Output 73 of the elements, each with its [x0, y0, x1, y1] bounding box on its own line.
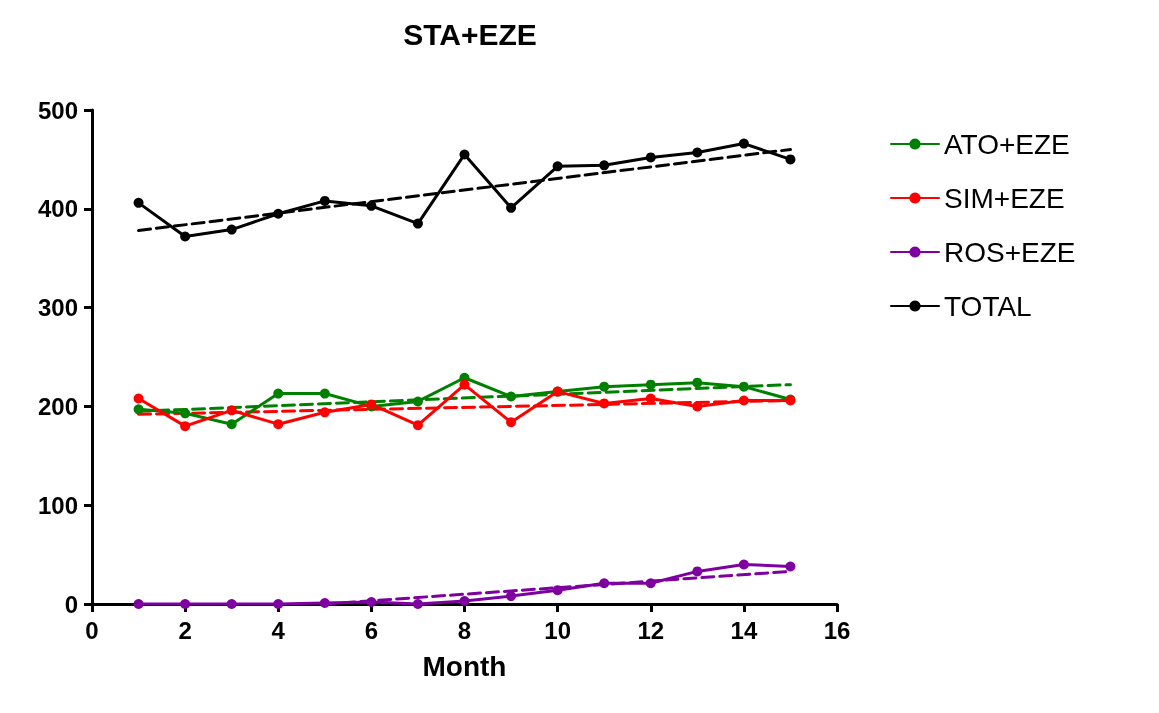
point — [412, 396, 423, 407]
x-tick-label: 8 — [457, 616, 472, 644]
point — [273, 388, 284, 399]
point — [273, 599, 284, 609]
point — [273, 208, 284, 219]
point — [412, 420, 423, 431]
point — [599, 160, 610, 171]
y-tick-label: 300 — [37, 294, 78, 322]
point — [738, 559, 749, 570]
x-tick-label: 0 — [85, 616, 99, 644]
point — [738, 381, 749, 392]
y-tick-label: 200 — [37, 392, 78, 420]
point — [506, 202, 517, 213]
point — [366, 597, 377, 608]
point — [226, 419, 237, 430]
point — [273, 419, 284, 430]
point — [506, 391, 517, 402]
point — [738, 138, 749, 149]
point — [319, 407, 330, 418]
point — [692, 401, 703, 412]
y-tick-label: 100 — [37, 491, 78, 519]
point — [599, 381, 610, 392]
x-tick-label: 12 — [637, 616, 665, 644]
point — [645, 379, 656, 390]
chart-title: STA+EZE — [403, 17, 537, 51]
point — [226, 405, 237, 416]
point — [459, 379, 470, 390]
point — [692, 377, 703, 388]
point — [133, 393, 144, 404]
x-tick-label: 6 — [364, 616, 379, 644]
point — [785, 561, 796, 572]
point — [599, 398, 610, 409]
point — [226, 599, 237, 609]
x-axis-title: Month — [422, 650, 507, 682]
point — [319, 388, 330, 399]
y-tick-label: 0 — [64, 590, 78, 618]
x-tick-label: 2 — [178, 616, 192, 644]
point — [506, 591, 517, 602]
point — [133, 197, 144, 208]
point — [180, 408, 191, 419]
legend-label: TOTAL — [944, 290, 1032, 322]
point — [180, 421, 191, 432]
legend-label: ROS+EZE — [944, 236, 1076, 268]
x-tick-label: 16 — [823, 616, 851, 644]
x-tick-label: 14 — [730, 616, 758, 644]
point — [692, 566, 703, 577]
point — [738, 395, 749, 406]
point — [785, 154, 796, 165]
point — [319, 195, 330, 206]
point — [226, 224, 237, 235]
point — [459, 149, 470, 160]
point — [599, 578, 610, 589]
point — [645, 578, 656, 589]
legend-label: SIM+EZE — [944, 182, 1065, 214]
point — [366, 200, 377, 211]
point — [552, 585, 563, 596]
point — [692, 147, 703, 158]
point — [319, 598, 330, 609]
point — [180, 599, 191, 609]
point — [180, 231, 191, 242]
y-tick-label: 400 — [37, 195, 78, 223]
y-tick-label: 500 — [37, 96, 78, 124]
point — [552, 161, 563, 172]
point — [133, 404, 144, 415]
x-tick-label: 4 — [271, 616, 286, 644]
point — [459, 596, 470, 607]
x-tick-label: 10 — [544, 616, 571, 644]
point — [506, 417, 517, 428]
legend-label: ATO+EZE — [944, 128, 1070, 160]
point — [412, 599, 423, 609]
point — [645, 152, 656, 163]
point — [133, 599, 144, 609]
point — [412, 218, 423, 229]
